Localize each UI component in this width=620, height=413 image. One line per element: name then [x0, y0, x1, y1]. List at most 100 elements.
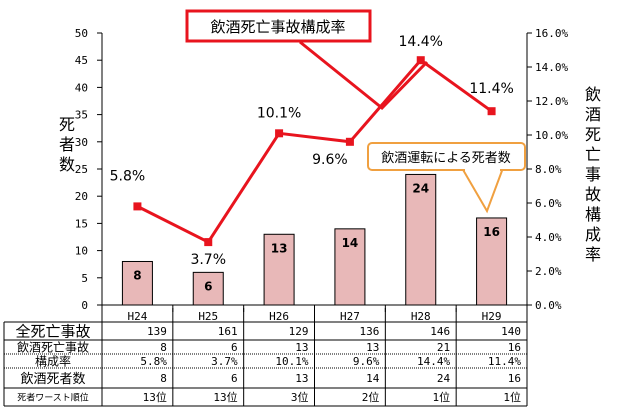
table-cell: 129 [289, 325, 309, 338]
right-tick-label: 12.0% [535, 95, 568, 108]
line-value-label: 3.7% [190, 252, 226, 268]
table-row-label: 死者ワースト順位 [17, 391, 89, 403]
line-callout-leader [299, 40, 429, 111]
right-tick-label: 16.0% [535, 27, 568, 40]
line-value-label: 14.4% [399, 34, 443, 50]
left-axis-title: 死者数 [59, 115, 75, 174]
line-point [416, 56, 425, 65]
left-axis-title-char: 死 [59, 115, 75, 134]
right-axis-title-char: 飲 [585, 85, 601, 104]
line-point [133, 202, 142, 211]
right-axis-title-char: 亡 [585, 145, 601, 164]
line-point [275, 129, 284, 138]
table-cell: 9.6% [353, 355, 380, 368]
table-cell: 13 [295, 372, 308, 385]
line-point [487, 107, 496, 116]
right-axis-title-char: 成 [585, 225, 601, 244]
table-row-label: 構成率 [35, 354, 71, 369]
bar-series: 8 6 13 14 24 16 [121, 173, 508, 306]
right-axis-title-char: 酒 [585, 105, 601, 124]
category-label: H26 [269, 310, 289, 323]
line-point [345, 137, 354, 146]
left-tick-label: 5 [81, 272, 88, 285]
table-row-label: 飲酒死亡事故 [17, 340, 89, 355]
left-tick-label: 40 [75, 81, 88, 94]
bar-value-label: 13 [271, 241, 288, 255]
table-cell: 1位 [433, 390, 451, 404]
table-cell: 13 [295, 341, 308, 354]
line-value-label: 10.1% [257, 105, 301, 121]
right-tick-label: 14.0% [535, 61, 568, 74]
bar-value-label: 24 [412, 181, 429, 195]
category-label: H29 [482, 310, 502, 323]
table-cell: 6 [231, 341, 238, 354]
table-cell: 140 [501, 325, 521, 338]
table-cell: 8 [160, 372, 167, 385]
left-axis-title-char: 者 [59, 135, 75, 154]
left-tick-label: 10 [75, 245, 88, 258]
bar [192, 271, 224, 306]
left-tick-label: 25 [75, 163, 88, 176]
bar-value-label: 14 [342, 236, 359, 250]
right-tick-label: 4.0% [535, 231, 562, 244]
bar [334, 228, 366, 306]
table-cell: 16 [508, 372, 521, 385]
bar-callout-text: 飲酒運転による死者数 [381, 150, 511, 166]
left-tick-label: 20 [75, 190, 88, 203]
axes: 0 5 10 15 20 25 30 35 40 45 50 0.0% 2.0% 4.0% 6.0% 8.0%… [59, 27, 601, 312]
line-value-label: 11.4% [469, 81, 513, 97]
right-tick-label: 10.0% [535, 129, 568, 142]
right-tick-label: 8.0% [535, 163, 562, 176]
table-cell: 3位 [291, 390, 309, 404]
table-row-label: 全死亡事故 [15, 323, 90, 341]
right-tick-label: 2.0% [535, 265, 562, 278]
table-cell: 13 [366, 341, 379, 354]
table-cell: 146 [430, 325, 450, 338]
table-cell: 6 [231, 372, 238, 385]
left-tick-label: 50 [75, 27, 88, 40]
left-tick-label: 0 [81, 299, 88, 312]
bar-callout-pointer [461, 167, 504, 214]
right-axis-title-char: 故 [585, 185, 601, 204]
right-axis-title-char: 死 [585, 125, 601, 144]
table-cell: 21 [437, 341, 450, 354]
line-path [136, 58, 493, 245]
table-cell: 139 [147, 325, 167, 338]
table-cell: 24 [437, 372, 451, 385]
table-cell: 11.4% [488, 355, 521, 368]
line-callout-box [185, 9, 372, 43]
bar [263, 233, 295, 306]
bar-value-label: 16 [483, 225, 500, 239]
bar-callout-box [367, 142, 526, 171]
left-tick-label: 30 [75, 136, 88, 149]
line-callout-text: 飲酒死亡事故構成率 [210, 18, 345, 36]
table-cell: 16 [508, 341, 521, 354]
category-label: H28 [411, 310, 431, 323]
line-value-label: 5.8% [110, 168, 146, 184]
right-axis-title: 飲酒死亡事故構成率 [585, 85, 601, 264]
bar [476, 217, 508, 306]
category-label: H24 [127, 310, 147, 323]
bar-value-label: 8 [133, 268, 141, 282]
right-tick-label: 6.0% [535, 197, 562, 210]
left-axis-title-char: 数 [59, 155, 75, 174]
left-tick-label: 35 [75, 109, 88, 122]
right-axis-title-char: 構 [585, 205, 601, 224]
table-cell: 10.1% [275, 355, 308, 368]
table-cell: 3.7% [211, 355, 238, 368]
table-cell: 13位 [213, 390, 237, 404]
table-cell: 1位 [503, 390, 521, 404]
left-tick-label: 15 [75, 217, 88, 230]
right-axis-title-char: 率 [585, 245, 601, 264]
right-tick-label: 0.0% [535, 299, 562, 312]
table-cell: 161 [218, 325, 238, 338]
bar-value-label: 6 [204, 279, 212, 293]
table-row-label: 飲酒死者数 [20, 371, 85, 387]
table-cell: 136 [359, 325, 379, 338]
bar [405, 173, 437, 306]
table-cell: 14 [366, 372, 380, 385]
line-point [204, 238, 213, 247]
